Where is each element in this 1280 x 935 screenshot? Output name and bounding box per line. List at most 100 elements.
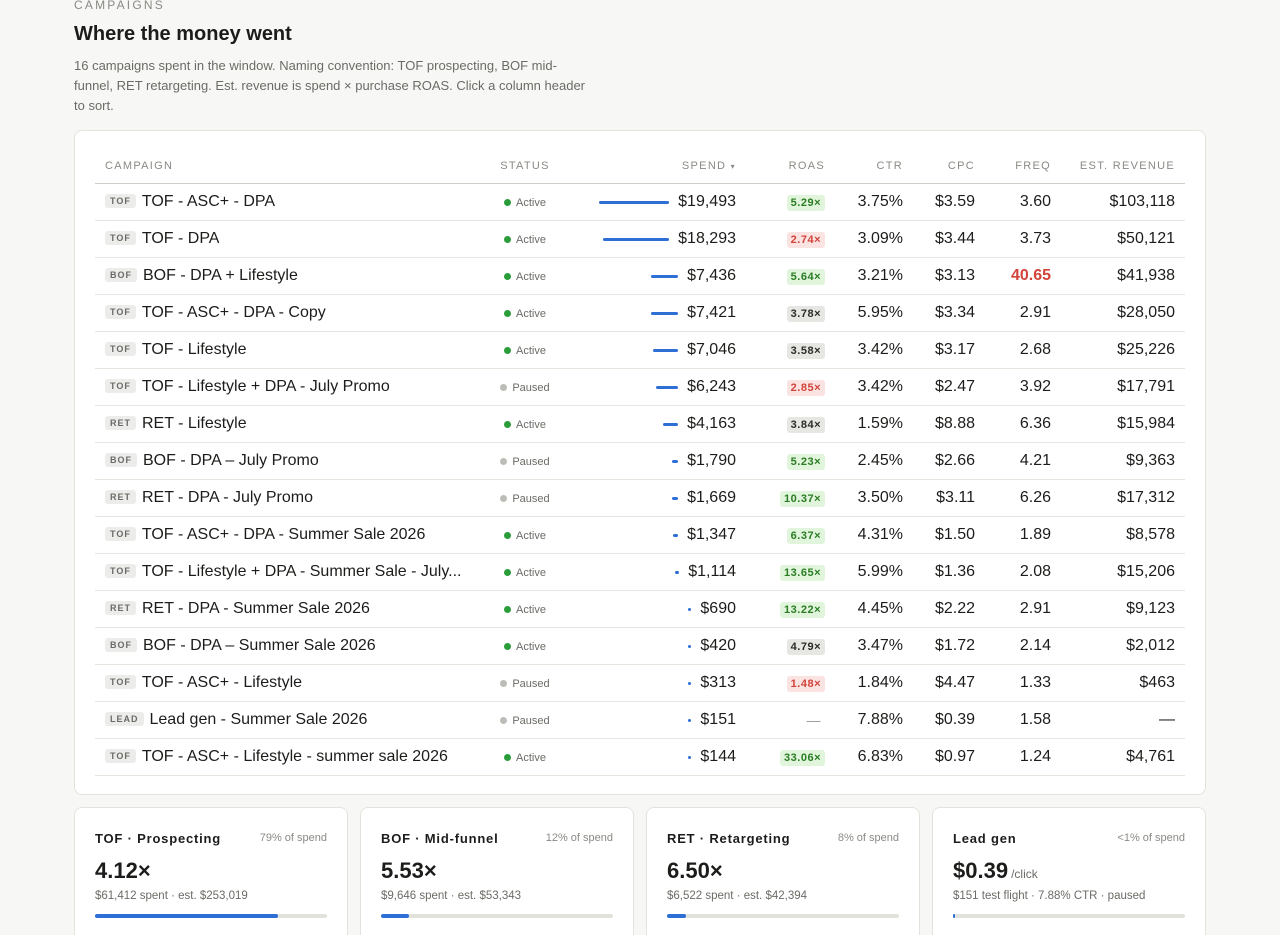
revenue-cell: $15,206	[1061, 553, 1185, 591]
segment-title: RET · Retargeting	[667, 831, 791, 846]
ctr-cell: 5.95%	[835, 294, 913, 332]
status-label: Paused	[512, 455, 550, 468]
funnel-tag: RET	[105, 415, 136, 430]
campaign-name: Lead gen - Summer Sale 2026	[149, 710, 368, 728]
table-row[interactable]: LEAD Lead gen - Summer Sale 2026 Paused $15…	[95, 701, 1185, 739]
roas-badge: 3.58×	[786, 342, 825, 359]
segment-share: 79% of spend	[259, 832, 327, 844]
cpc-cell: $2.47	[913, 368, 985, 406]
status-dot-icon	[504, 420, 512, 428]
column-header-freq[interactable]: FREQ	[985, 149, 1061, 184]
status-label: Active	[516, 344, 546, 357]
funnel-tag: BOF	[105, 267, 137, 282]
status-cell: Active	[475, 553, 575, 591]
status-label: Paused	[512, 714, 550, 727]
spend-value: $1,114	[688, 562, 736, 580]
spend-value: $6,243	[687, 377, 736, 395]
campaign-cell: TOF TOF - ASC+ - DPA - Copy	[95, 294, 475, 332]
status-label: Paused	[512, 492, 550, 505]
table-row[interactable]: TOF TOF - ASC+ - DPA - Summer Sale 2026 Ac…	[95, 516, 1185, 554]
status-cell: Paused	[475, 368, 575, 406]
status-badge: Active	[504, 641, 546, 653]
table-row[interactable]: BOF BOF - DPA – July Promo Paused $1,790 5.2…	[95, 442, 1185, 480]
spend-bar	[688, 681, 692, 685]
section-eyebrow: CAMPAIGNS	[74, 0, 165, 12]
status-badge: Active	[504, 567, 546, 579]
status-badge: Active	[504, 197, 546, 209]
roas-cell: 13.65×	[746, 553, 835, 591]
revenue-cell: $2,012	[1061, 627, 1185, 665]
status-label: Active	[516, 529, 546, 542]
roas-badge: 2.85×	[786, 379, 825, 396]
spend-value: $7,421	[687, 303, 736, 321]
column-header-ctr[interactable]: CTR	[835, 149, 913, 184]
column-header-roas[interactable]: ROAS	[746, 149, 835, 184]
sort-desc-icon: ▾	[730, 161, 736, 171]
status-label: Active	[516, 603, 546, 616]
table-row[interactable]: BOF BOF - DPA – Summer Sale 2026 Active $42…	[95, 627, 1185, 665]
spend-value: $7,436	[687, 266, 736, 284]
spend-value: $1,347	[687, 525, 736, 543]
funnel-tag: TOF	[105, 674, 136, 689]
funnel-tag: TOF	[105, 748, 136, 763]
revenue-cell: $9,123	[1061, 590, 1185, 628]
spend-cell: $19,493	[575, 183, 746, 221]
table-row[interactable]: RET RET - DPA - July Promo Paused $1,669 10.…	[95, 479, 1185, 517]
spend-value: $1,669	[687, 488, 736, 506]
status-label: Active	[516, 307, 546, 320]
segment-metric: $0.39/click	[953, 858, 1038, 884]
ctr-cell: 3.42%	[835, 331, 913, 369]
table-row[interactable]: RET RET - DPA - Summer Sale 2026 Active $69…	[95, 590, 1185, 628]
freq-cell: 1.33	[985, 664, 1061, 702]
freq-cell: 1.89	[985, 516, 1061, 554]
spend-cell: $7,436	[575, 257, 746, 295]
column-header-cpc[interactable]: CPC	[913, 149, 985, 184]
segment-share: 8% of spend	[837, 832, 899, 844]
status-dot-icon	[504, 568, 512, 576]
status-cell: Paused	[475, 479, 575, 517]
roas-badge: 5.64×	[786, 268, 825, 285]
campaign-name: BOF - DPA + Lifestyle	[143, 266, 298, 284]
status-cell: Active	[475, 294, 575, 332]
freq-cell: 4.21	[985, 442, 1061, 480]
table-row[interactable]: TOF TOF - Lifestyle Active $7,046 3.58× 3.42%…	[95, 331, 1185, 369]
status-dot-icon	[500, 457, 508, 465]
status-cell: Paused	[475, 701, 575, 739]
segment-metric: 6.50×	[667, 858, 726, 884]
column-header-campaign[interactable]: CAMPAIGN	[95, 149, 475, 184]
funnel-tag: RET	[105, 489, 136, 504]
funnel-tag: TOF	[105, 341, 136, 356]
table-row[interactable]: TOF TOF - ASC+ - Lifestyle - summer sale …	[95, 738, 1185, 776]
roas-cell: 6.37×	[746, 516, 835, 554]
campaigns-table: CAMPAIGN STATUS SPEND ▾ ROAS CTR CPC FRE…	[95, 149, 1185, 776]
segment-detail: $9,646 spent · est. $53,343	[381, 890, 522, 902]
segment-share-fill	[667, 914, 686, 918]
spend-value: $7,046	[687, 340, 736, 358]
table-row[interactable]: TOF TOF - ASC+ - Lifestyle Paused $313 1.48×…	[95, 664, 1185, 702]
status-badge: Active	[504, 604, 546, 616]
table-row[interactable]: RET RET - Lifestyle Active $4,163 3.84× 1.59%…	[95, 405, 1185, 443]
segment-metric-value: 4.12×	[95, 858, 151, 883]
column-header-status[interactable]: STATUS	[475, 149, 575, 184]
table-row[interactable]: TOF TOF - ASC+ - DPA Active $19,493 5.29× 3.7…	[95, 183, 1185, 221]
freq-cell: 2.68	[985, 331, 1061, 369]
status-dot-icon	[504, 753, 512, 761]
roas-badge: —	[806, 711, 821, 728]
cpc-cell: $3.34	[913, 294, 985, 332]
table-row[interactable]: TOF TOF - ASC+ - DPA - Copy Active $7,421 3.…	[95, 294, 1185, 332]
table-row[interactable]: TOF TOF - Lifestyle + DPA - Summer Sale -…	[95, 553, 1185, 591]
spend-bar	[688, 644, 692, 648]
column-header-spend[interactable]: SPEND ▾	[575, 149, 746, 184]
spend-bar	[673, 533, 679, 537]
ctr-cell: 7.88%	[835, 701, 913, 739]
table-row[interactable]: TOF TOF - Lifestyle + DPA - July Promo Pau…	[95, 368, 1185, 406]
status-dot-icon	[500, 716, 508, 724]
spend-value: $1,790	[687, 451, 736, 469]
spend-bar	[688, 755, 692, 759]
segment-summary-card: TOF · Prospecting 79% of spend 4.12× $61,41…	[74, 807, 348, 935]
table-row[interactable]: BOF BOF - DPA + Lifestyle Active $7,436 5.64…	[95, 257, 1185, 295]
column-header-revenue[interactable]: EST. REVENUE	[1061, 149, 1185, 184]
ctr-cell: 3.47%	[835, 627, 913, 665]
segment-metric-value: 5.53×	[381, 858, 437, 883]
table-row[interactable]: TOF TOF - DPA Active $18,293 2.74× 3.09% $3.44…	[95, 220, 1185, 258]
